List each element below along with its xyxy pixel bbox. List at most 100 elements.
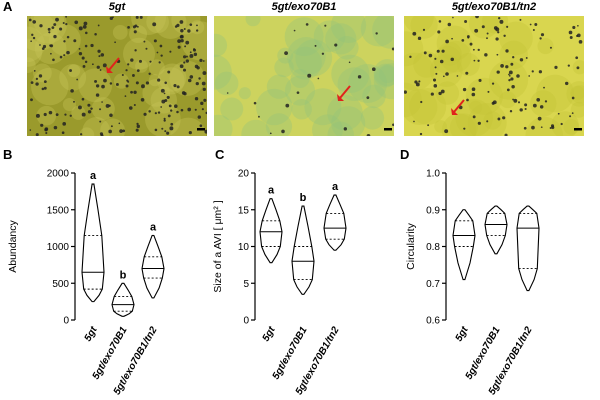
avi-dot <box>55 113 59 117</box>
cell-texture <box>571 85 584 104</box>
avi-dot <box>164 81 167 85</box>
avi-dot <box>366 134 371 136</box>
y-tick-label: 2000 <box>47 169 70 180</box>
avi-dot <box>444 129 449 134</box>
avi-dot <box>164 130 167 133</box>
avi-dot <box>189 51 192 54</box>
avi-dot <box>196 24 198 27</box>
avi-dot <box>87 110 92 114</box>
avi-dot <box>532 103 537 108</box>
circularity-violin-chart: 0.60.70.80.91.0Circularity5gt5gt/exo70B1… <box>405 169 540 397</box>
cell-texture <box>27 38 43 67</box>
avi-dot <box>510 62 514 66</box>
violin-shape <box>259 198 283 264</box>
y-tick-label: 1000 <box>47 242 70 253</box>
avi-dot <box>418 80 421 83</box>
avi-dot <box>445 72 449 76</box>
avi-dot <box>79 133 83 136</box>
avi-dot <box>557 112 560 115</box>
avi-dot <box>129 106 133 110</box>
avi-dot <box>31 33 34 37</box>
cell-texture <box>439 40 472 73</box>
avi-dot <box>149 60 152 63</box>
avi-dot <box>409 55 412 59</box>
panel-d-letter: D <box>400 147 410 162</box>
avi-dot <box>163 119 166 122</box>
avi-dot <box>78 51 83 56</box>
cell-texture <box>551 111 579 136</box>
avi-dot <box>140 97 145 102</box>
cell-texture <box>433 45 462 75</box>
avi-dot <box>136 25 139 28</box>
y-tick-label: 0.7 <box>426 279 440 290</box>
avi-dot <box>33 69 36 72</box>
x-category-label: 5gt <box>83 324 100 343</box>
cell-texture <box>325 23 357 55</box>
avi-dot <box>441 49 445 53</box>
avi-dot <box>97 49 101 53</box>
avi-dot <box>121 73 124 77</box>
avi-dot <box>307 73 312 78</box>
avi-dot <box>554 65 558 69</box>
avi-dot <box>540 33 545 37</box>
avi-dot <box>200 101 204 106</box>
avi-dot <box>66 35 70 39</box>
cell-texture <box>59 64 87 91</box>
avi-dot <box>412 31 417 36</box>
avi-dot <box>32 20 37 24</box>
avi-dot <box>199 58 203 63</box>
avi-dot <box>124 95 127 98</box>
avi-dot <box>97 24 100 27</box>
avi-dot <box>189 75 194 79</box>
cell-texture <box>360 106 385 130</box>
cell-texture <box>404 82 422 118</box>
cell-texture <box>245 16 261 27</box>
avi-dot <box>180 34 184 39</box>
avi-dot <box>189 53 194 58</box>
avi-dot <box>55 17 59 22</box>
avi-dot <box>464 20 468 23</box>
micrograph-background <box>404 16 584 136</box>
avi-dot <box>41 87 45 91</box>
cell-texture <box>404 16 434 33</box>
avi-dot <box>39 44 41 46</box>
avi-dot <box>193 48 196 51</box>
cell-texture <box>266 74 292 99</box>
avi-dot <box>433 84 438 88</box>
significance-letter: a <box>90 170 97 182</box>
avi-dot <box>59 55 63 59</box>
avi-dot <box>179 20 184 24</box>
cell-texture <box>67 64 81 78</box>
avi-dot <box>184 45 187 48</box>
cell-texture <box>291 99 312 120</box>
avi-dot <box>422 28 426 31</box>
avi-dot <box>343 127 347 131</box>
cell-texture <box>284 17 324 57</box>
cell-texture <box>410 16 438 39</box>
avi-dot <box>472 48 475 51</box>
violin-shape <box>516 205 540 292</box>
avi-dot <box>62 122 67 126</box>
avi-dot <box>528 75 531 77</box>
avi-dot <box>204 129 207 134</box>
avi-dot <box>63 40 66 43</box>
avi-dot <box>182 68 187 72</box>
cell-texture <box>337 67 372 102</box>
cell-texture <box>449 113 478 136</box>
avi-dot <box>202 87 206 92</box>
avi-dot <box>472 115 476 119</box>
cell-texture <box>255 88 293 126</box>
avi-dot <box>505 49 509 53</box>
avi-dot <box>445 39 449 44</box>
avi-dot <box>505 65 509 69</box>
avi-dot <box>202 60 205 62</box>
avi-dot <box>296 91 300 95</box>
avi-dot <box>157 78 161 82</box>
avi-dot <box>502 116 506 120</box>
avi-dot <box>201 81 206 86</box>
avi-dot <box>133 30 137 34</box>
avi-dot <box>65 16 67 18</box>
avi-dot <box>438 20 442 23</box>
avi-dot <box>127 25 130 29</box>
cell-texture <box>404 89 438 125</box>
